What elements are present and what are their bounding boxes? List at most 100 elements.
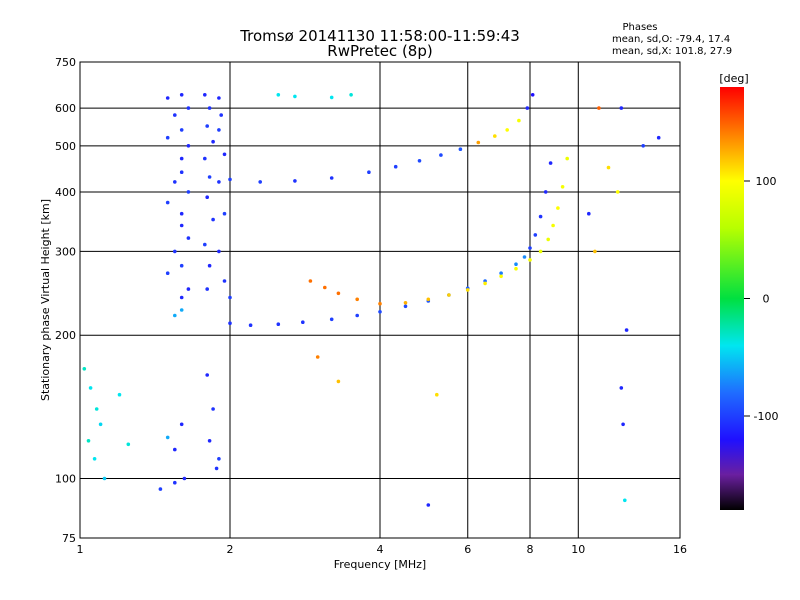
- data-point: [228, 321, 232, 326]
- data-point: [207, 263, 212, 268]
- data-point: [597, 106, 601, 110]
- data-point: [179, 170, 184, 174]
- data-point: [98, 422, 103, 427]
- data-point: [435, 392, 439, 397]
- data-point: [92, 457, 97, 461]
- data-points: [82, 93, 661, 507]
- data-point: [258, 180, 263, 184]
- data-point: [458, 147, 463, 151]
- data-point: [426, 503, 431, 507]
- data-point: [623, 498, 627, 503]
- data-point: [173, 447, 177, 452]
- data-point: [329, 95, 334, 100]
- data-point: [621, 422, 625, 427]
- data-point: [203, 242, 207, 247]
- data-point: [315, 355, 320, 359]
- data-point: [117, 392, 122, 397]
- data-point: [493, 134, 497, 138]
- data-point: [530, 93, 535, 97]
- data-point: [276, 322, 281, 327]
- data-point: [403, 301, 408, 305]
- data-point: [543, 190, 548, 194]
- data-point: [336, 291, 341, 296]
- x-tick-label: 8: [527, 543, 534, 556]
- data-point: [211, 139, 215, 144]
- data-point: [417, 159, 422, 163]
- data-point: [207, 106, 212, 110]
- data-point: [505, 128, 510, 132]
- data-point: [217, 180, 221, 184]
- data-point: [329, 317, 334, 322]
- y-tick-label: 75: [62, 532, 76, 545]
- data-point: [173, 480, 177, 485]
- data-point: [293, 94, 297, 99]
- data-point: [556, 206, 560, 210]
- data-point: [126, 442, 131, 447]
- data-point: [624, 328, 629, 332]
- data-point: [165, 135, 170, 140]
- data-point: [499, 271, 503, 276]
- y-tick-label: 400: [55, 186, 76, 199]
- data-point: [173, 180, 177, 184]
- data-point: [165, 200, 170, 205]
- x-tick-label: 4: [377, 543, 384, 556]
- data-point: [528, 246, 532, 250]
- data-point: [656, 135, 661, 140]
- x-tick-label: 2: [227, 543, 234, 556]
- data-point: [301, 320, 305, 325]
- x-axis-label: Frequency [MHz]: [334, 558, 426, 571]
- data-point: [82, 367, 87, 371]
- data-point: [211, 217, 215, 222]
- data-point: [179, 422, 184, 427]
- data-point: [538, 249, 543, 254]
- data-point: [179, 156, 184, 161]
- stats-line-o: mean, sd,O: -79.4, 17.4: [612, 34, 730, 45]
- data-point: [349, 93, 353, 97]
- data-point: [276, 93, 281, 97]
- colorbar: [deg] 100 0 -100: [719, 72, 778, 510]
- y-tick-label: 300: [55, 245, 76, 258]
- data-point: [179, 295, 184, 300]
- colorbar-gradient: [720, 87, 744, 510]
- x-tick-label: 16: [673, 543, 687, 556]
- data-point: [522, 255, 527, 259]
- data-point: [205, 195, 209, 199]
- data-point: [525, 106, 530, 110]
- data-point: [86, 439, 91, 443]
- data-point: [483, 281, 487, 286]
- data-point: [182, 476, 187, 481]
- data-point: [222, 211, 227, 216]
- data-point: [393, 164, 398, 169]
- data-point: [102, 476, 107, 481]
- data-point: [336, 379, 341, 384]
- colorbar-tick-label: 0: [763, 293, 770, 306]
- data-point: [211, 407, 215, 411]
- data-point: [551, 223, 555, 228]
- data-point: [378, 301, 382, 306]
- data-point: [205, 373, 209, 377]
- data-point: [228, 177, 232, 182]
- data-point: [514, 262, 518, 267]
- x-axis: 1 2 4 6 8 10 16: [77, 543, 688, 556]
- data-point: [203, 156, 207, 161]
- data-point: [217, 96, 221, 100]
- data-point: [214, 466, 219, 471]
- data-point: [158, 487, 163, 491]
- y-axis-label: Stationary phase Virtual Height [km]: [39, 199, 52, 401]
- x-tick-label: 10: [571, 543, 585, 556]
- x-tick-label: 1: [77, 543, 84, 556]
- data-point: [619, 106, 624, 110]
- data-point: [514, 266, 518, 271]
- colorbar-tick-label: 100: [756, 175, 777, 188]
- data-point: [217, 457, 221, 461]
- data-point: [615, 190, 620, 194]
- data-point: [447, 293, 451, 297]
- data-point: [179, 93, 184, 97]
- colorbar-label: [deg]: [719, 72, 748, 85]
- data-point: [88, 386, 93, 390]
- data-point: [219, 113, 223, 117]
- data-point: [560, 185, 565, 189]
- data-point: [439, 153, 443, 157]
- data-point: [606, 165, 611, 170]
